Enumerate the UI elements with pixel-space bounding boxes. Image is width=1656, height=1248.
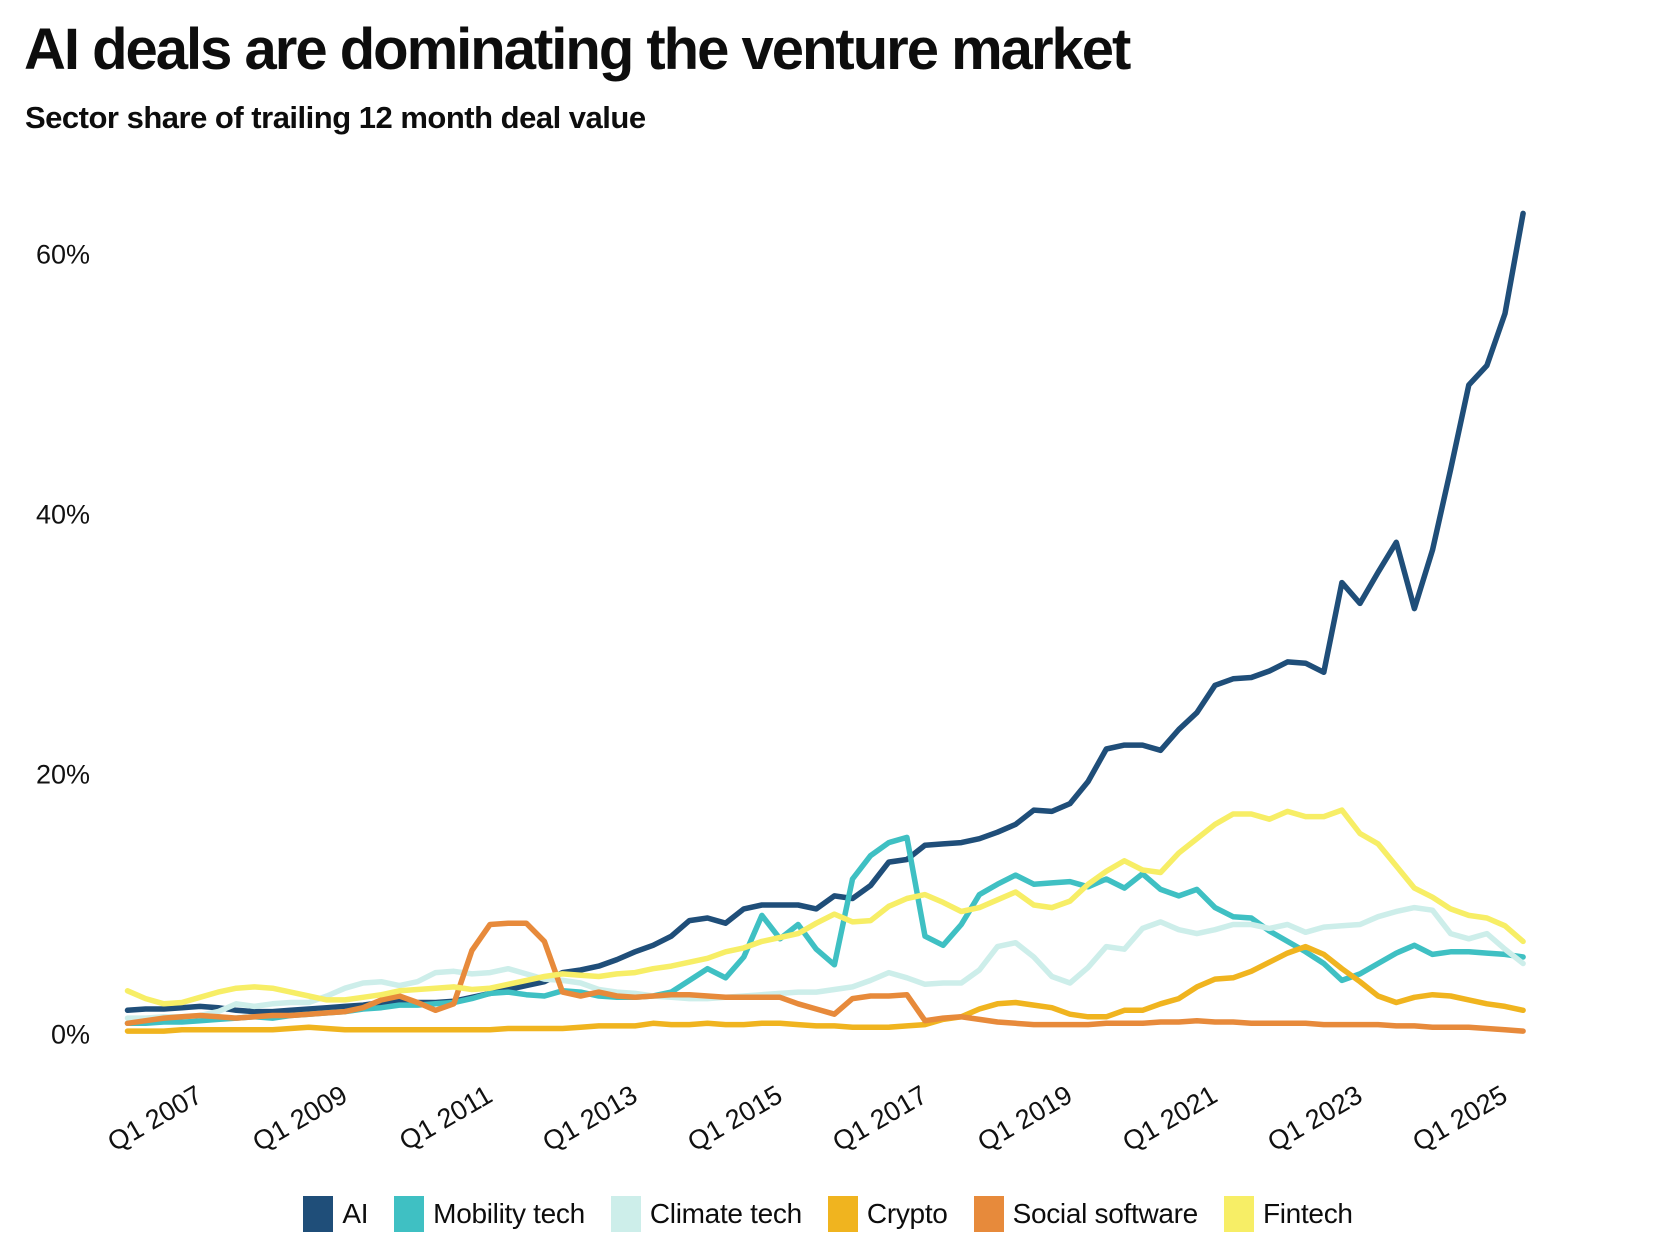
legend-label: Fintech (1262, 1198, 1353, 1229)
chart-title: AI deals are dominating the venture mark… (24, 17, 1131, 82)
y-tick-label: 20% (35, 759, 90, 790)
legend-swatch (827, 1196, 858, 1232)
legend-swatch (303, 1196, 334, 1232)
y-tick-label: 60% (35, 239, 90, 270)
y-tick-label: 0% (50, 1019, 90, 1050)
legend-item-climate-tech: Climate tech (610, 1196, 802, 1232)
legend-item-social-software: Social software (973, 1196, 1199, 1232)
legend-item-mobility-tech: Mobility tech (394, 1196, 585, 1232)
chart-subtitle: Sector share of trailing 12 month deal v… (25, 100, 646, 135)
y-tick-label: 40% (35, 499, 90, 530)
legend-label: Social software (1012, 1198, 1199, 1229)
legend-swatch (394, 1196, 425, 1232)
line-fintech (124, 807, 1526, 1007)
legend-label: Climate tech (649, 1198, 802, 1229)
legend-swatch (1223, 1196, 1254, 1232)
legend-label: Mobility tech (433, 1198, 585, 1229)
legend: AI Mobility tech Climate tech Crypto Social … (0, 1192, 1656, 1236)
legend-label: Crypto (866, 1198, 948, 1229)
line-social-software (124, 920, 1526, 1034)
line-climate-tech (124, 904, 1526, 1021)
legend-swatch (973, 1196, 1004, 1232)
legend-item-fintech: Fintech (1223, 1196, 1353, 1232)
legend-swatch (610, 1196, 641, 1232)
legend-item-crypto: Crypto (827, 1196, 948, 1232)
line-crypto (124, 943, 1526, 1034)
legend-item-ai: AI (303, 1196, 368, 1232)
legend-label: AI (342, 1198, 369, 1229)
line-ai (124, 210, 1526, 1015)
